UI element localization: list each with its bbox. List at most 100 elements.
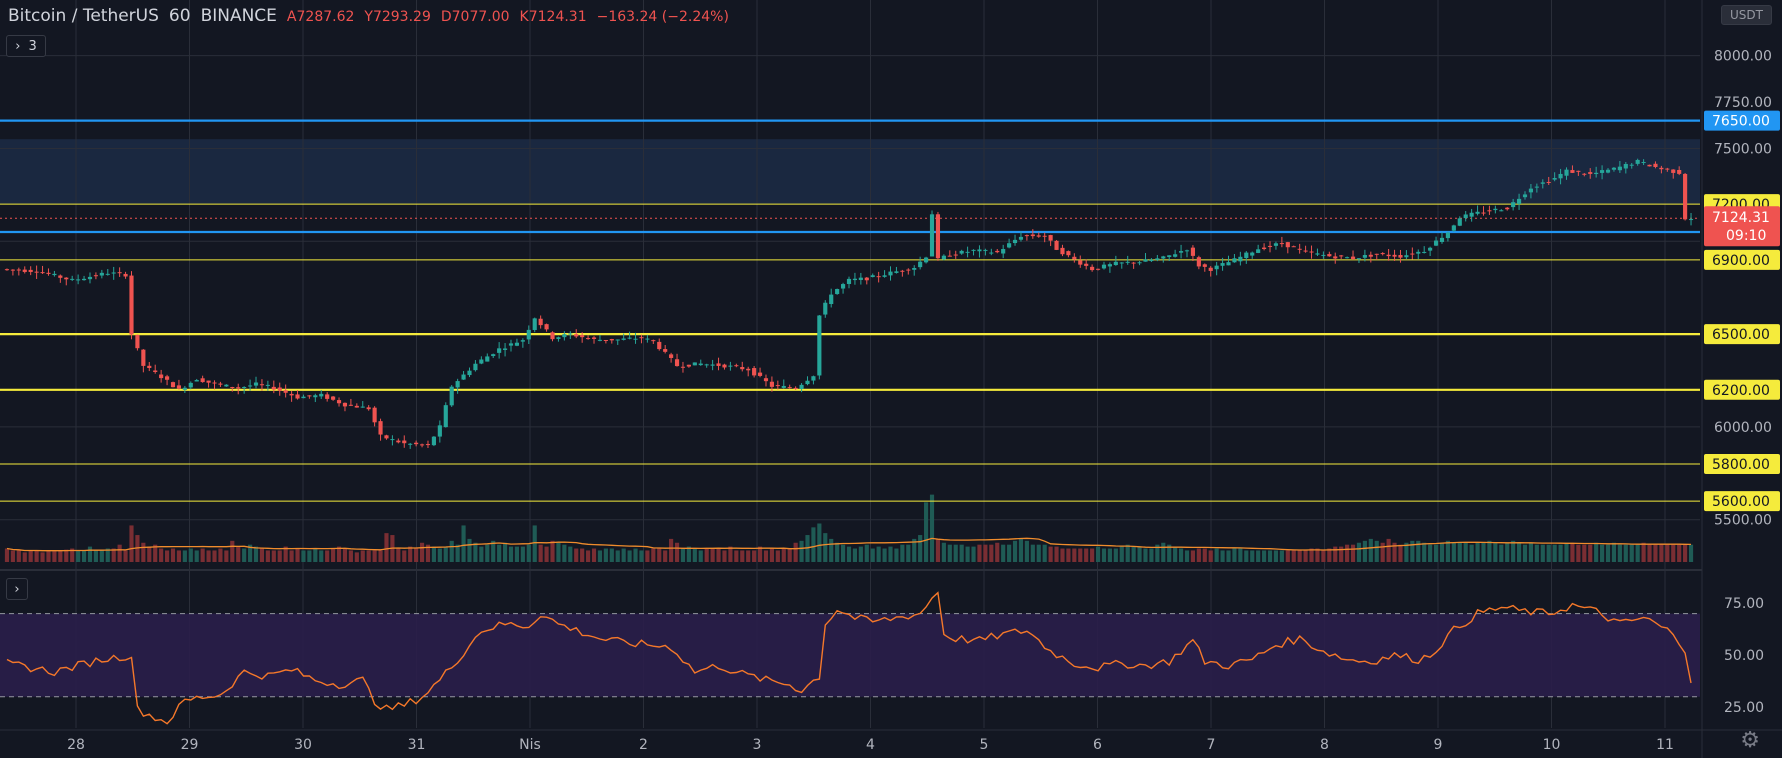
candle [1611,167,1617,172]
candle-body [277,387,282,391]
candle-body [64,277,69,280]
volume-bar [1315,548,1320,562]
rsi-toggle[interactable]: › [6,578,28,600]
candle [1066,250,1071,258]
candle [1001,244,1006,259]
candle [153,364,158,374]
candle [1256,244,1261,254]
candle [1262,243,1267,251]
candle-body [414,442,419,445]
candles [4,158,1694,449]
candle [1012,234,1018,246]
candle-body [603,339,608,341]
candle [58,274,63,283]
candle [307,395,312,399]
candle-body [123,273,128,277]
exchange: BINANCE [200,6,277,26]
level-label-bg [1704,249,1780,270]
candle-body [651,340,656,342]
volume-bar [918,535,923,562]
candle-body [1582,173,1587,175]
gear-icon[interactable]: ⚙ [1740,728,1760,753]
candle-body [1677,169,1682,174]
volume-bar [900,544,905,562]
candle-body [1659,167,1664,170]
volume-bar [1659,544,1664,562]
candle [372,406,377,427]
price-zone [0,139,1700,205]
candle-body [1048,235,1053,241]
chevron-right-icon: › [14,581,20,597]
candle [597,334,603,342]
candle [1528,184,1534,199]
candle [1167,255,1172,261]
candle-body [473,363,478,371]
candle [1190,245,1196,261]
candle [1380,252,1385,256]
indicators-toggle[interactable]: › 3 [6,35,46,57]
volume-bar [236,546,241,562]
level-label-bg [1704,454,1780,475]
candle-body [1113,261,1118,266]
volume-bar [378,550,383,562]
candle [1345,256,1350,259]
volume-bar [1380,542,1385,562]
candle-body [1024,235,1029,237]
candle-body [716,363,721,366]
candle [663,345,668,354]
candle [1481,206,1486,216]
volume-bar [10,550,15,562]
volume-bar [99,550,104,562]
candle [218,381,223,387]
candle [230,386,235,392]
volume-bar [734,550,739,562]
volume-bar [336,546,342,562]
candle-body [1605,169,1611,173]
candle-body [22,269,27,272]
volume-bar [1392,542,1397,562]
candle [924,256,929,264]
candle-body [443,405,448,428]
candle [639,334,644,344]
candle-body [1066,251,1071,256]
candle-body [627,337,632,339]
candle [1090,264,1095,272]
volume-bar [639,550,644,562]
currency-badge[interactable]: USDT [1721,5,1772,25]
volume-bar [408,546,413,562]
interval[interactable]: 60 [168,6,191,26]
candle [1285,241,1290,254]
symbol-name[interactable]: Bitcoin / TetherUS [8,6,159,26]
volume-bar [568,546,573,562]
candle [882,270,887,278]
candle [1095,268,1101,271]
volume-bar [1475,542,1480,562]
volume-bar [740,550,745,562]
candle-body [663,349,668,352]
candle-body [319,393,324,397]
candle-body [289,393,294,396]
volume-bar [1125,544,1130,562]
candle-body [366,407,371,410]
candle-body [1439,237,1445,242]
level-label: 6500.00 [1712,327,1770,343]
volume-bar [669,538,674,562]
candle-body [40,272,45,274]
volume-bar [586,550,591,562]
candle-body [1570,170,1575,173]
candle [129,271,134,340]
candle-body [757,372,763,376]
candle [34,265,39,279]
candle [1202,263,1207,272]
volume-bar [319,550,324,562]
candle [431,436,436,447]
candle [473,360,478,372]
volume-bar [295,548,300,562]
candle-body [425,444,431,446]
candle-body [141,349,146,366]
candle-body [698,363,703,366]
volume-bar [609,548,614,562]
candle-body [1226,262,1231,266]
candle [1457,216,1462,227]
